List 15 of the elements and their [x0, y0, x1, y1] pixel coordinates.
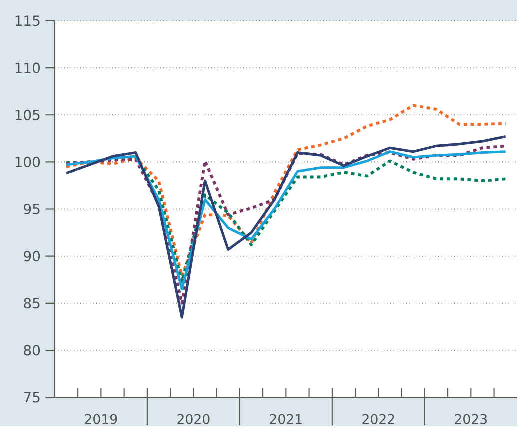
y-tick-label: 110	[16, 62, 40, 74]
y-tick-label: 80	[24, 345, 40, 356]
y-tick-label: 100	[16, 157, 40, 168]
y-tick-label: 95	[24, 204, 40, 215]
y-tick-label: 90	[24, 251, 40, 262]
y-tick-label: 105	[16, 110, 40, 121]
y-tick-label: 85	[24, 298, 40, 309]
x-tick-label: 2023	[455, 414, 488, 424]
x-tick-label: 2020	[178, 414, 210, 424]
x-tick-label: 2022	[362, 414, 394, 424]
y-tick-label: 75	[24, 392, 40, 403]
x-tick-label: 2021	[270, 414, 302, 424]
y-tick-label: 115	[16, 16, 40, 26]
line-series	[65, 104, 508, 278]
x-tick-label: 2019	[85, 414, 118, 424]
